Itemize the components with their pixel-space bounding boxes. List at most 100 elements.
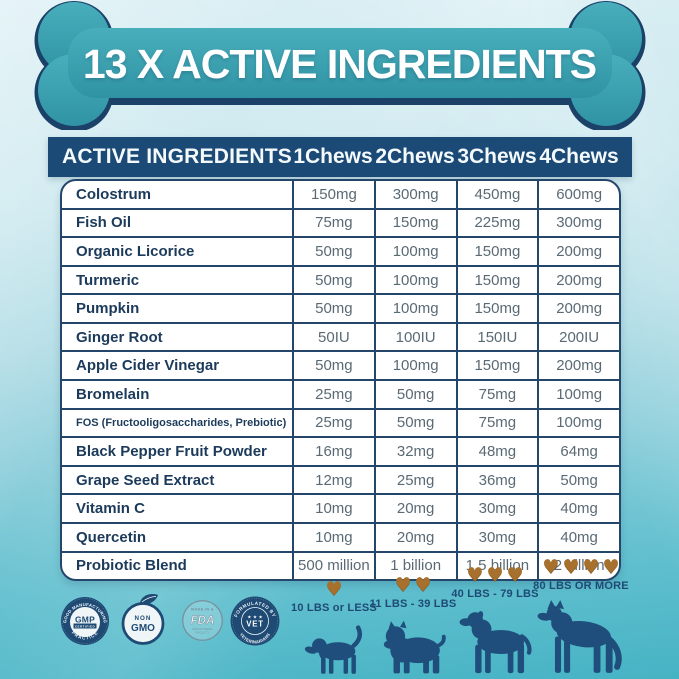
non-gmo-line2-text: GMO bbox=[131, 623, 155, 634]
ingredient-value: 50mg bbox=[292, 238, 374, 265]
ingredient-value: 200mg bbox=[537, 266, 619, 294]
ingredient-value: 150IU bbox=[455, 323, 538, 351]
ingredient-value: 100mg bbox=[373, 352, 456, 380]
ingredient-name: Grape Seed Extract bbox=[76, 471, 215, 489]
ingredient-value: 50mg bbox=[537, 466, 619, 494]
ingredient-name: Pumpkin bbox=[76, 300, 140, 318]
chew-heart-icon: ♥ bbox=[542, 556, 560, 578]
chew-heart-icon: ♥ bbox=[325, 578, 343, 600]
ingredient-name: Apple Cider Vinegar bbox=[76, 357, 220, 375]
dosing-group-2: ♥ ♥ 11 LBS - 39 LBS bbox=[370, 574, 456, 676]
ingredient-value: 150mg bbox=[455, 352, 538, 380]
ingredient-name: Colostrum bbox=[76, 185, 151, 203]
ingredient-name: FOS (Fructooligosaccharides, Prebiotic) bbox=[76, 416, 287, 429]
ingredient-value: 50mg bbox=[292, 295, 374, 322]
dosing-group-1: ♥ 10 LBS or LESS bbox=[291, 578, 377, 676]
dosing-group-3: ♥ ♥ ♥ 40 LBS - 79 LBS bbox=[451, 564, 539, 676]
weight-range-label: 10 LBS or LESS bbox=[291, 602, 377, 614]
ingredient-value: 225mg bbox=[455, 209, 538, 237]
ingredient-value: 150mg bbox=[292, 181, 374, 208]
ingredient-value: 40mg bbox=[537, 495, 619, 522]
ingredient-value: 64mg bbox=[537, 438, 619, 465]
chew-heart-icon: ♥ bbox=[582, 556, 600, 578]
page-title: 13 X ACTIVE INGREDIENTS bbox=[82, 41, 597, 87]
header-col-4chews: 4Chews bbox=[539, 145, 619, 168]
non-gmo-badge: NON GMO bbox=[121, 593, 165, 645]
table-row: Probiotic Blend 500 million 1 billion 1.… bbox=[62, 552, 619, 579]
fda-bottom1-text: REGISTERED bbox=[192, 627, 212, 631]
ingredient-value: 25mg bbox=[373, 466, 456, 494]
chew-heart-icon: ♥ bbox=[414, 574, 432, 596]
gmp-banner-text: CERTIFIED bbox=[75, 624, 96, 628]
table-row: Quercetin 10mg 20mg 30mg 40mg bbox=[62, 523, 619, 553]
vet-center-text: VET bbox=[246, 620, 264, 629]
ingredient-value: 50mg bbox=[292, 352, 374, 380]
gmp-certified-badge: GOOD MANUFACTURING PRACTICE GMP CERTIFIE… bbox=[61, 597, 109, 645]
ingredient-value: 600mg bbox=[537, 181, 619, 208]
ingredient-value: 1 billion bbox=[373, 552, 456, 579]
vet-stars-icon: ★ ★ ★ bbox=[247, 614, 262, 620]
chew-heart-icon: ♥ bbox=[394, 574, 412, 596]
ingredient-value: 12mg bbox=[292, 466, 374, 494]
ingredient-value: 100mg bbox=[537, 381, 619, 408]
ingredient-value: 150mg bbox=[455, 266, 538, 294]
chew-count-icons: ♥ bbox=[325, 578, 343, 600]
table-row: Apple Cider Vinegar 50mg 100mg 150mg 200… bbox=[62, 352, 619, 382]
ingredient-value: 100mg bbox=[373, 266, 456, 294]
ingredient-value: 100mg bbox=[373, 295, 456, 322]
fda-center-text: FDA bbox=[191, 614, 215, 627]
ingredient-value: 36mg bbox=[455, 466, 538, 494]
fda-registered-badge: MADE IN A FDA REGISTERED FACILITY bbox=[182, 600, 223, 641]
ingredient-value: 500 million bbox=[292, 552, 374, 579]
ingredient-value: 300mg bbox=[373, 181, 456, 208]
table-row: Ginger Root 50IU 100IU 150IU 200IU bbox=[62, 323, 619, 353]
ingredient-value: 200mg bbox=[537, 352, 619, 380]
dog-icon-bulldog bbox=[383, 620, 446, 674]
table-row: Colostrum 150mg 300mg 450mg 600mg bbox=[62, 181, 619, 210]
ingredient-value: 30mg bbox=[455, 495, 538, 522]
header-col-1chews: 1Chews bbox=[293, 145, 373, 168]
table-row: Organic Licorice 50mg 100mg 150mg 200mg bbox=[62, 238, 619, 267]
ingredient-value: 75mg bbox=[455, 381, 538, 408]
ingredient-value: 200mg bbox=[537, 238, 619, 265]
ingredient-value: 450mg bbox=[455, 181, 538, 208]
ingredient-value: 150mg bbox=[373, 209, 456, 237]
weight-range-label: 11 LBS - 39 LBS bbox=[369, 598, 457, 610]
header-col-2chews: 2Chews bbox=[375, 145, 455, 168]
ingredient-value: 100mg bbox=[373, 238, 456, 265]
ingredients-table: Colostrum 150mg 300mg 450mg 600mg Fish O… bbox=[60, 179, 621, 581]
ingredient-value: 300mg bbox=[537, 209, 619, 237]
ingredient-value: 16mg bbox=[292, 438, 374, 465]
chew-count-icons: ♥ ♥ ♥ ♥ bbox=[542, 556, 620, 578]
table-row: Grape Seed Extract 12mg 25mg 36mg 50mg bbox=[62, 466, 619, 496]
ingredient-value: 200IU bbox=[537, 323, 619, 351]
header-ingredients-label: ACTIVE INGREDIENTS bbox=[62, 145, 292, 168]
header-col-3chews: 3Chews bbox=[457, 145, 537, 168]
ingredient-value: 10mg bbox=[292, 495, 374, 522]
ingredient-name: Turmeric bbox=[76, 271, 140, 289]
ingredient-value: 50mg bbox=[373, 409, 456, 437]
chew-heart-icon: ♥ bbox=[602, 556, 620, 578]
gmp-center-text: GMP bbox=[75, 615, 95, 625]
ingredient-name: Black Pepper Fruit Powder bbox=[76, 442, 267, 460]
table-row: FOS (Fructooligosaccharides, Prebiotic) … bbox=[62, 409, 619, 439]
ingredient-name: Fish Oil bbox=[76, 214, 132, 232]
ingredient-value: 10mg bbox=[292, 523, 374, 551]
ingredient-value: 1.5 billion bbox=[455, 552, 538, 579]
ingredient-value: 75mg bbox=[455, 409, 538, 437]
table-row: Bromelain 25mg 50mg 75mg 100mg bbox=[62, 381, 619, 410]
ingredient-value: 2 billion bbox=[537, 552, 619, 579]
chew-heart-icon: ♥ bbox=[486, 564, 504, 586]
ingredient-value: 40mg bbox=[537, 523, 619, 551]
weight-range-label: 40 LBS - 79 LBS bbox=[451, 588, 539, 600]
ingredient-name: Ginger Root bbox=[76, 328, 163, 346]
ingredient-value: 32mg bbox=[373, 438, 456, 465]
non-gmo-line1-text: NON bbox=[135, 615, 152, 622]
ingredient-value: 100IU bbox=[373, 323, 456, 351]
ingredient-value: 50mg bbox=[292, 266, 374, 294]
vet-formulated-badge: FORMULATED BY VETERINARIANS ★ ★ ★ VET bbox=[230, 596, 280, 646]
table-row: Pumpkin 50mg 100mg 150mg 200mg bbox=[62, 295, 619, 324]
chew-heart-icon: ♥ bbox=[506, 564, 524, 586]
table-row: Fish Oil 75mg 150mg 225mg 300mg bbox=[62, 209, 619, 239]
ingredient-value: 20mg bbox=[373, 523, 456, 551]
